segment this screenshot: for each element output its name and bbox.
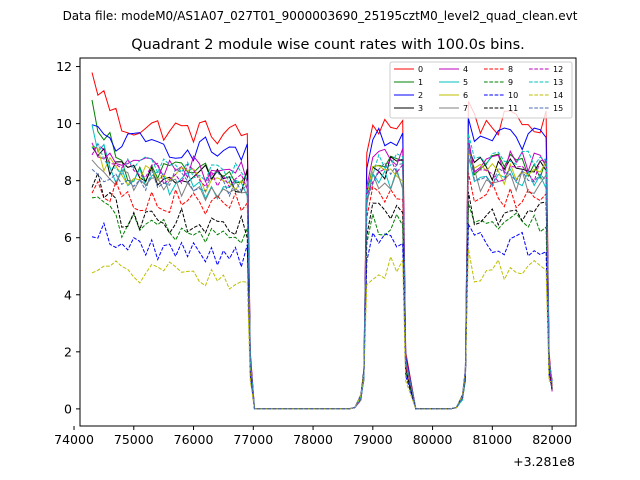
y-tick-label: 8 — [64, 173, 72, 188]
series-line-10 — [91, 221, 553, 410]
x-tick-label: 78000 — [293, 432, 333, 447]
legend-label: 14 — [553, 91, 563, 100]
legend-label: 10 — [508, 91, 518, 100]
legend-label: 2 — [418, 91, 423, 100]
figure-suptitle: Data file: modeM0/AS1A07_027T01_90000036… — [63, 9, 578, 23]
plot-area — [91, 72, 553, 410]
x-tick-label: 77000 — [233, 432, 273, 447]
series-line-0 — [91, 72, 553, 410]
series-line-9 — [91, 196, 553, 410]
legend-label: 7 — [463, 104, 468, 113]
y-axis: 0 2 4 6 8 10 12 — [56, 59, 80, 416]
legend-label: 11 — [508, 104, 518, 113]
series-line-8 — [91, 172, 553, 410]
chart-title: Quadrant 2 module wise count rates with … — [131, 37, 525, 53]
legend-label: 8 — [508, 65, 513, 74]
x-tick-label: 80000 — [413, 432, 453, 447]
axes-frame — [79, 57, 577, 427]
legend-label: 4 — [463, 65, 468, 74]
series-line-15 — [91, 144, 553, 410]
x-tick-label: 81000 — [472, 432, 512, 447]
legend-label: 9 — [508, 78, 513, 87]
legend-label: 15 — [553, 104, 563, 113]
y-tick-label: 6 — [64, 230, 72, 245]
series-line-7 — [91, 157, 553, 410]
legend-label: 12 — [553, 65, 563, 74]
x-axis: 74000 75000 76000 77000 78000 79000 80000 81000… — [54, 426, 572, 447]
series-line-14 — [91, 248, 553, 410]
legend-label: 1 — [418, 78, 423, 87]
series-line-11 — [91, 171, 553, 410]
x-tick-label: 74000 — [54, 432, 94, 447]
x-offset-label: +3.281e8 — [513, 454, 575, 469]
legend-label: 5 — [463, 78, 468, 87]
x-tick-label: 79000 — [353, 432, 393, 447]
y-tick-label: 2 — [64, 344, 72, 359]
y-tick-label: 10 — [56, 116, 72, 131]
legend-label: 0 — [418, 65, 423, 74]
series-line-4 — [91, 138, 553, 410]
y-tick-label: 4 — [64, 287, 72, 302]
y-tick-label: 12 — [56, 59, 72, 74]
x-tick-label: 76000 — [174, 432, 214, 447]
series-line-1 — [91, 99, 553, 410]
series-line-13 — [91, 133, 553, 410]
legend-label: 13 — [553, 78, 563, 87]
legend-box — [389, 61, 573, 119]
y-tick-label: 0 — [64, 401, 72, 416]
legend-label: 6 — [463, 91, 468, 100]
x-tick-label: 75000 — [114, 432, 154, 447]
legend-label: 3 — [418, 104, 423, 113]
x-tick-label: 82000 — [532, 432, 572, 447]
